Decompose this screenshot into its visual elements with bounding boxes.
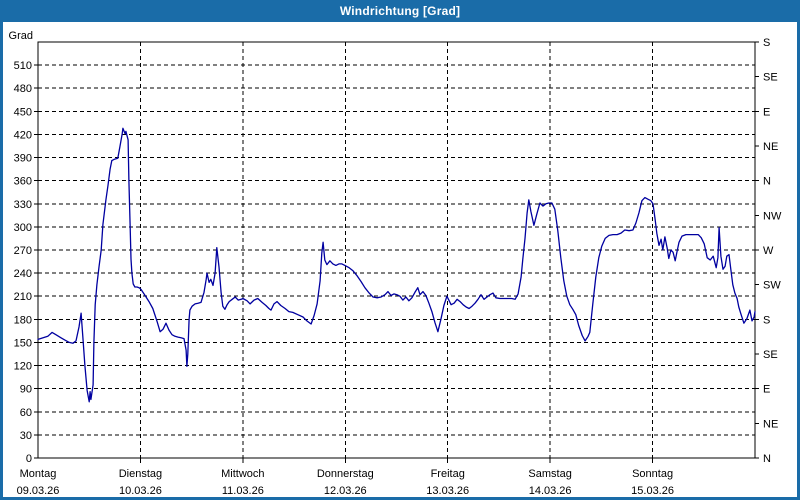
compass-label: NE	[763, 141, 778, 153]
x-day-date: 10.03.26	[119, 485, 162, 497]
y-tick-label: 330	[14, 199, 32, 211]
x-day-date: 12.03.26	[324, 485, 367, 497]
compass-label: SW	[763, 280, 781, 292]
x-day-name: Dienstag	[119, 468, 162, 480]
window-title: Windrichtung [Grad]	[339, 4, 461, 18]
y-tick-label: 210	[14, 291, 32, 303]
y-tick-label: 390	[14, 153, 32, 165]
y-tick-label: 420	[14, 129, 32, 141]
x-day-date: 13.03.26	[426, 485, 469, 497]
compass-label: E	[763, 384, 770, 396]
y-tick-label: 90	[20, 384, 32, 396]
compass-label: NW	[763, 210, 782, 222]
x-day-name: Mittwoch	[221, 468, 264, 480]
y-tick-label: 270	[14, 245, 32, 257]
y-tick-label: 300	[14, 222, 32, 234]
y-tick-label: 150	[14, 337, 32, 349]
compass-label: N	[763, 453, 771, 465]
compass-label: NE	[763, 418, 778, 430]
compass-label: S	[763, 37, 770, 49]
x-day-name: Sonntag	[632, 468, 673, 480]
y-tick-label: 360	[14, 176, 32, 188]
y-tick-label: 60	[20, 407, 32, 419]
x-day-name: Donnerstag	[317, 468, 374, 480]
y-axis-title: Grad	[9, 30, 33, 42]
x-day-name: Montag	[20, 468, 57, 480]
title-bar: Windrichtung [Grad]	[0, 0, 800, 22]
compass-label: SE	[763, 349, 778, 361]
compass-label: E	[763, 106, 770, 118]
y-tick-label: 510	[14, 60, 32, 72]
y-tick-label: 0	[26, 453, 32, 465]
compass-label: W	[763, 245, 774, 257]
compass-label: SE	[763, 72, 778, 84]
y-tick-label: 120	[14, 361, 32, 373]
y-tick-label: 480	[14, 83, 32, 95]
x-day-date: 15.03.26	[631, 485, 674, 497]
compass-label: S	[763, 314, 770, 326]
compass-label: N	[763, 176, 771, 188]
x-day-date: 14.03.26	[529, 485, 572, 497]
x-day-date: 11.03.26	[222, 485, 264, 497]
x-day-date: 09.03.26	[17, 485, 60, 497]
x-day-name: Samstag	[528, 468, 571, 480]
y-tick-label: 450	[14, 106, 32, 118]
y-tick-label: 180	[14, 314, 32, 326]
x-day-name: Freitag	[431, 468, 465, 480]
y-tick-label: 240	[14, 268, 32, 280]
series-line	[37, 127, 756, 403]
y-tick-label: 30	[20, 430, 32, 442]
